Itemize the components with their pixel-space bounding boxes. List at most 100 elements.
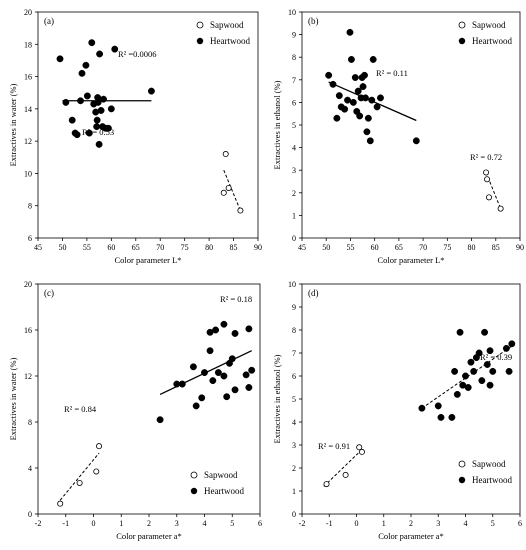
data-point-heartwood: [412, 137, 420, 145]
y-tick-label: 12: [24, 372, 32, 381]
y-tick-label: 8: [28, 202, 32, 211]
data-point-heartwood: [62, 98, 70, 106]
data-point-heartwood: [437, 413, 445, 421]
r-squared-label: R² = 0.18: [220, 294, 252, 304]
data-point-heartwood: [359, 83, 367, 91]
data-point-heartwood: [212, 326, 220, 334]
y-tick-label: 16: [24, 326, 32, 335]
data-point-heartwood: [349, 98, 357, 106]
data-point-heartwood: [333, 114, 341, 122]
y-tick-label: 6: [292, 98, 296, 107]
legend-marker-heartwood: [190, 487, 198, 495]
x-tick-label: 0: [355, 519, 359, 528]
data-point-heartwood: [178, 380, 186, 388]
data-point-heartwood: [505, 367, 513, 375]
data-point-heartwood: [341, 105, 349, 113]
data-point-sapwood: [483, 169, 490, 176]
data-point-sapwood: [358, 448, 365, 455]
data-point-heartwood: [364, 114, 372, 122]
data-point-heartwood: [189, 363, 197, 371]
data-point-heartwood: [147, 87, 155, 95]
x-axis-label: Color parameter L*: [377, 255, 444, 265]
data-point-heartwood: [56, 55, 64, 63]
legend-marker-sapwood: [196, 21, 204, 29]
data-point-sapwood: [57, 500, 64, 507]
x-tick-label: 50: [58, 243, 66, 252]
y-tick-label: 7: [292, 349, 296, 358]
legend-label-sapwood: Sapwood: [472, 459, 506, 469]
y-tick-label: 4: [292, 144, 296, 153]
x-axis-label: Color parameter a*: [116, 531, 182, 541]
x-tick-label: 6: [258, 519, 262, 528]
data-point-heartwood: [111, 45, 119, 53]
y-tick-label: 10: [288, 8, 296, 17]
x-tick-label: 4: [464, 519, 468, 528]
trendline-heartwood: [421, 345, 513, 409]
data-point-heartwood: [231, 386, 239, 394]
x-tick-label: 45: [34, 243, 42, 252]
data-point-heartwood: [93, 123, 101, 131]
data-point-heartwood: [368, 96, 376, 104]
data-point-heartwood: [88, 39, 96, 47]
y-tick-label: 6: [292, 372, 296, 381]
y-tick-label: 4: [28, 464, 32, 473]
x-tick-label: 75: [181, 243, 189, 252]
data-point-heartwood: [228, 355, 236, 363]
x-tick-label: 1: [119, 519, 123, 528]
data-point-sapwood: [342, 471, 349, 478]
plot-frame: [37, 11, 259, 239]
legend-label-heartwood: Heartwood: [472, 36, 512, 46]
y-tick-label: 5: [292, 121, 296, 130]
r-squared-label: R² = 0.72: [470, 152, 502, 162]
y-tick-label: 9: [292, 31, 296, 40]
data-point-heartwood: [464, 384, 472, 391]
data-point-heartwood: [483, 361, 491, 368]
data-point-heartwood: [335, 92, 343, 100]
x-tick-label: 60: [107, 243, 115, 252]
data-point-heartwood: [344, 96, 351, 104]
x-tick-label: 65: [395, 243, 403, 252]
data-point-heartwood: [418, 404, 426, 412]
data-point-heartwood: [361, 71, 368, 79]
data-point-heartwood: [77, 97, 84, 105]
data-point-heartwood: [456, 328, 464, 336]
chart-panel-4: -2 -1 0 1 2 3 4 5 6 0 1 2 3 4 5 6 7 8 9 10 Color parameter a…: [272, 280, 522, 541]
y-axis-label: Extractives in ethanol (%): [272, 80, 282, 169]
x-tick-label: 5: [230, 519, 234, 528]
r-squared-label: R² = 0.53: [82, 127, 114, 137]
data-point-sapwood: [225, 184, 232, 191]
r-squared-label: R² = 0.91: [318, 441, 350, 451]
legend-marker-sapwood: [190, 471, 198, 479]
data-point-heartwood: [502, 344, 510, 352]
r-squared-label: R² = 0.39: [480, 352, 512, 362]
data-point-heartwood: [97, 107, 105, 114]
data-point-sapwood: [220, 189, 227, 196]
data-point-heartwood: [83, 92, 91, 100]
legend-marker-sapwood: [458, 460, 466, 468]
data-point-heartwood: [354, 87, 362, 95]
data-point-heartwood: [220, 320, 228, 328]
x-tick-label: 2: [409, 519, 413, 528]
x-tick-label: 6: [518, 519, 522, 528]
x-tick-label: 55: [346, 243, 354, 252]
data-point-heartwood: [448, 413, 456, 421]
data-point-heartwood: [85, 129, 93, 137]
data-point-heartwood: [489, 367, 497, 375]
data-point-heartwood: [82, 61, 90, 69]
data-point-sapwood: [93, 468, 100, 475]
data-point-heartwood: [231, 330, 239, 337]
x-tick-label: 75: [443, 243, 451, 252]
legend-marker-heartwood: [458, 476, 466, 484]
data-point-heartwood: [346, 28, 354, 36]
data-point-heartwood: [356, 112, 364, 120]
data-point-heartwood: [209, 377, 217, 385]
y-tick-label: 5: [292, 395, 296, 404]
trendline-sapwood: [323, 449, 363, 487]
legend-label-heartwood: Heartwood: [204, 486, 244, 496]
x-tick-label: 85: [492, 243, 500, 252]
x-tick-label: -2: [299, 519, 306, 528]
data-point-sapwood: [237, 207, 244, 214]
data-point-heartwood: [223, 393, 231, 401]
y-tick-label: 10: [288, 280, 296, 289]
